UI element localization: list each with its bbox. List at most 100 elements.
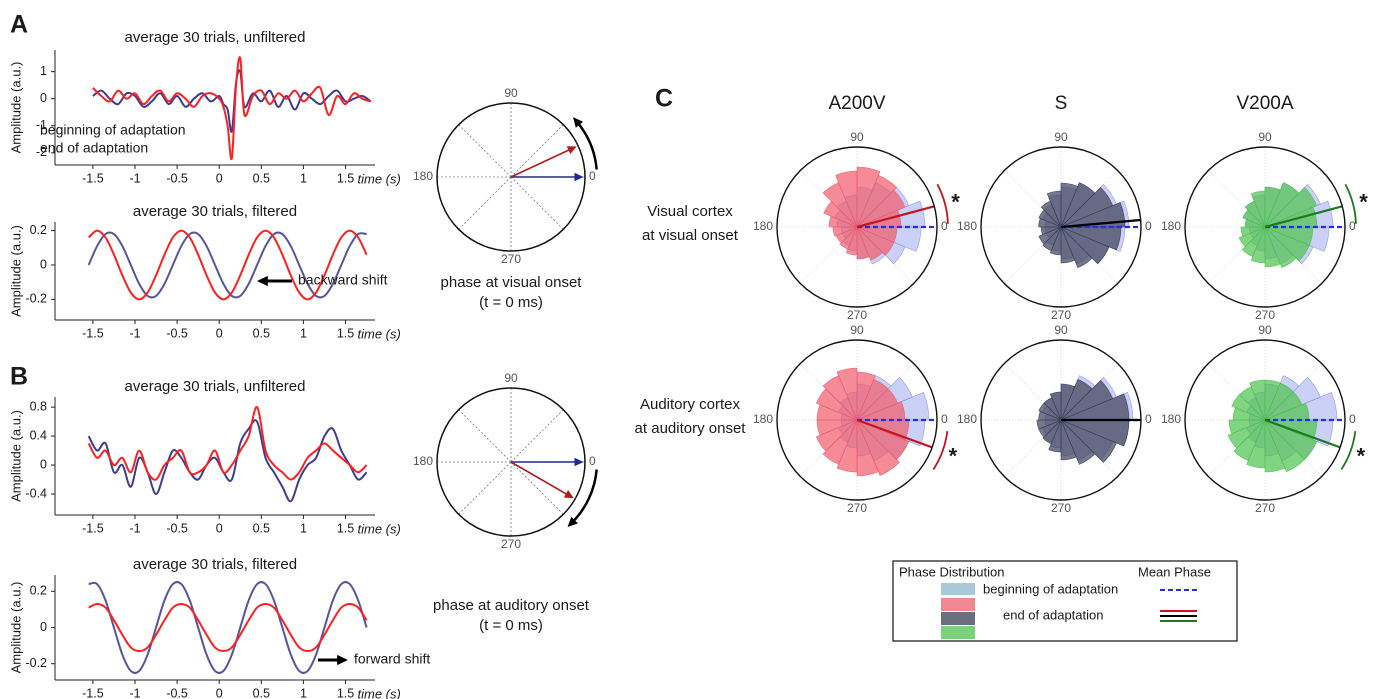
mean-phase (856, 418, 933, 449)
row-label: Auditory cortex (640, 396, 741, 413)
theta-tick-label: 180 (1161, 219, 1181, 233)
mean-phase (856, 205, 935, 229)
x-tick-label: -0.5 (166, 686, 188, 699)
y-tick-label: -0.2 (25, 292, 47, 306)
theta-tick-label: 270 (501, 252, 521, 266)
polar-grid (458, 124, 512, 178)
legend-entry: beginning of adaptation (983, 581, 1118, 596)
legend-swatch (941, 612, 975, 625)
x-tick-label: 0.5 (253, 326, 270, 340)
theta-tick-label: 180 (753, 412, 773, 426)
rose-bin (822, 182, 858, 228)
x-axis-label: time (s) (358, 521, 401, 536)
theta-tick-label: 180 (413, 454, 433, 468)
polar-grid (510, 461, 564, 515)
theta-tick-label: 0 (1349, 412, 1356, 426)
x-axis-label: time (s) (358, 326, 401, 341)
rose-bin (1231, 394, 1266, 421)
rose-bin (828, 215, 858, 228)
theta-tick-label: 270 (501, 537, 521, 551)
rose-bin (856, 419, 900, 476)
column-title: V200A (1236, 93, 1293, 114)
arrowhead (573, 117, 584, 128)
x-tick-label: -1 (129, 521, 140, 535)
polar-frame (980, 146, 1142, 308)
rose-bin (823, 201, 858, 228)
polar-frame (776, 146, 938, 308)
theta-tick-label: 270 (1051, 501, 1071, 515)
polar-frame (776, 339, 938, 501)
row-label: at visual onset (642, 227, 739, 244)
series-line (87, 229, 368, 301)
x-tick-label: 0.5 (253, 686, 270, 699)
rose-bin (1264, 186, 1281, 228)
x-tick-label: 1 (300, 171, 307, 185)
theta-tick-label: 0 (941, 412, 948, 426)
x-tick-label: -1 (129, 326, 140, 340)
polar-frame (1184, 146, 1346, 308)
polar-grid (1004, 226, 1062, 284)
x-tick-label: 0 (216, 686, 223, 699)
x-tick-label: 0 (216, 521, 223, 535)
polar-grid (1004, 363, 1062, 421)
polar-frame (436, 102, 586, 252)
mean-phase (1264, 205, 1343, 229)
theta-tick-label: 180 (957, 412, 977, 426)
theta-tick-label: 270 (847, 308, 867, 322)
mean-phase (1060, 218, 1141, 229)
legend-entry: beginning of adaptation (40, 122, 186, 138)
chart-title: phase at auditory onset (433, 597, 590, 614)
polar-grid (1208, 170, 1266, 228)
theta-tick-label: 90 (850, 323, 864, 337)
x-tick-label: 0.5 (253, 521, 270, 535)
y-axis-label: Amplitude (a.u.) (8, 410, 23, 502)
row-label: at auditory onset (635, 420, 747, 437)
polar-grid (1004, 170, 1062, 228)
theta-tick-label: 0 (1145, 412, 1152, 426)
theta-tick-label: 0 (1349, 219, 1356, 233)
series-line (88, 602, 368, 653)
rose-bin (1060, 182, 1096, 228)
y-tick-label: 0.2 (30, 223, 47, 237)
chart-subtitle: (t = 0 ms) (479, 294, 543, 311)
rose-bin (1264, 419, 1318, 461)
rose-bin (1060, 383, 1076, 421)
y-axis-label: Amplitude (a.u.) (8, 582, 23, 674)
rose-bin (1060, 378, 1093, 421)
rose-bin (822, 375, 858, 421)
series-line (87, 406, 368, 481)
rose-bin (856, 166, 881, 228)
theta-tick-label: 270 (847, 501, 867, 515)
legend-entry: end of adaptation (40, 140, 148, 156)
panel-label: C (655, 85, 673, 113)
x-tick-label: 1.5 (337, 326, 354, 340)
rose-bin (815, 388, 858, 421)
x-tick-label: -0.5 (166, 521, 188, 535)
rose-bin (1038, 209, 1062, 228)
legend-swatch (941, 626, 975, 639)
phase-arrow (510, 461, 568, 495)
chart-title: average 30 trials, unfiltered (125, 378, 306, 395)
arrowhead (574, 457, 584, 467)
x-tick-label: -0.5 (166, 171, 188, 185)
mean-phase (1264, 418, 1341, 449)
arrowhead (567, 516, 578, 528)
polar-grid (1004, 419, 1062, 477)
significance-bracket (1344, 183, 1357, 224)
polar-frame (980, 339, 1142, 501)
y-tick-label: -0.4 (25, 486, 47, 500)
x-tick-label: -1.5 (82, 521, 104, 535)
rose-bin (1038, 218, 1062, 228)
theta-tick-label: 0 (589, 454, 596, 468)
polar-grid (510, 176, 564, 230)
polar-grid (458, 409, 512, 463)
series-line (87, 419, 368, 503)
rose-bin (1038, 402, 1062, 421)
y-tick-label: 0.8 (30, 399, 47, 413)
theta-tick-label: 270 (1255, 501, 1275, 515)
y-tick-label: 1 (40, 64, 47, 78)
x-tick-label: 1.5 (337, 171, 354, 185)
theta-tick-label: 0 (1145, 219, 1152, 233)
